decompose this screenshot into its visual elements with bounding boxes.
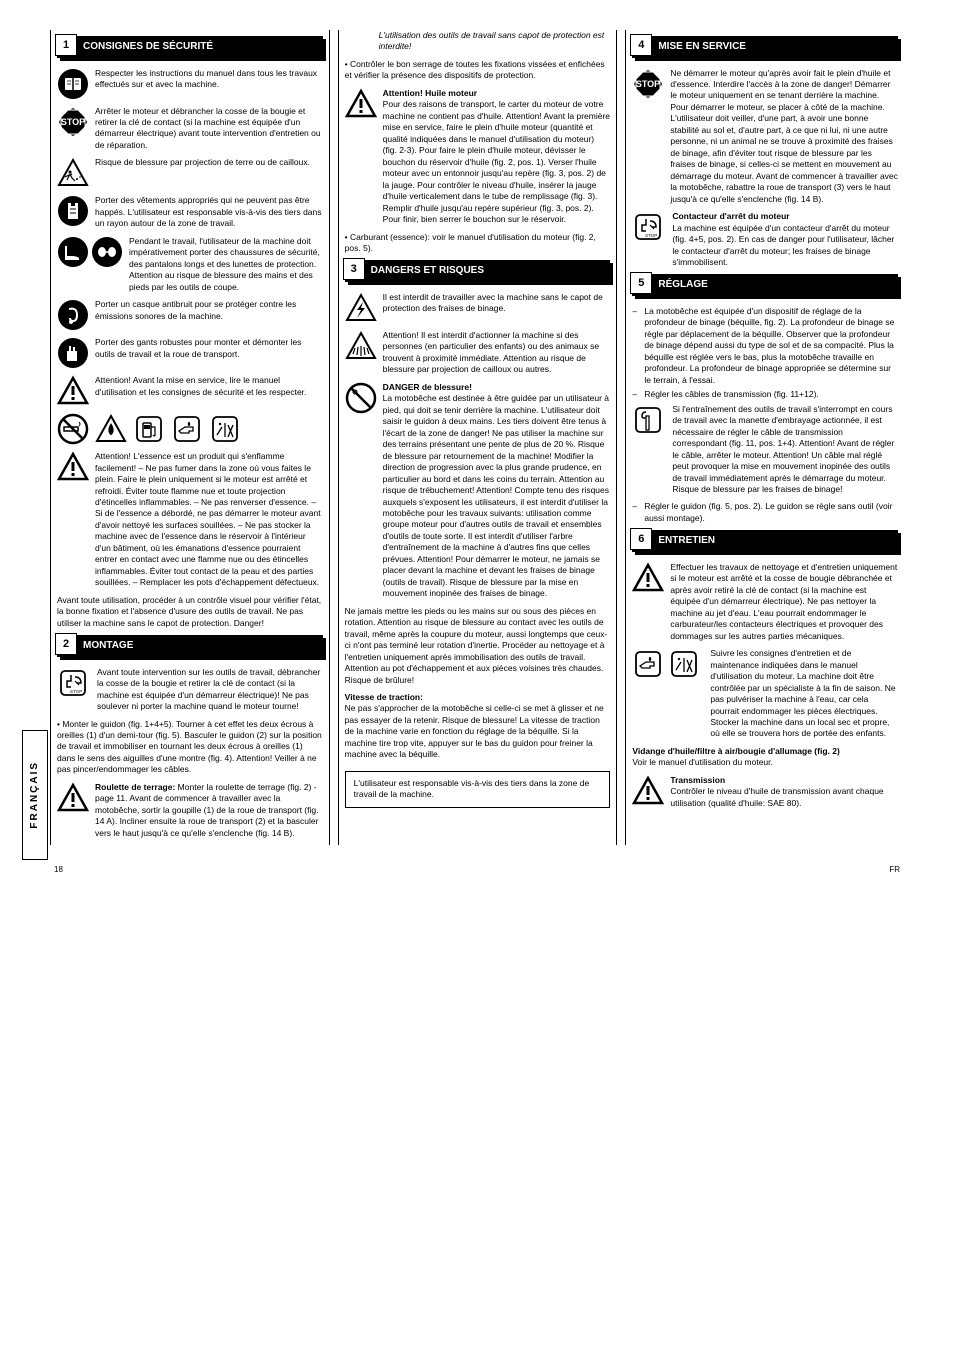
text: Pendant le travail, l'utilisateur de la … [129, 236, 323, 293]
text: Il est interdit de travailler avec la ma… [383, 292, 611, 315]
glasses-icon [91, 236, 123, 268]
text: Vidange d'huile/filtre à air/bougie d'al… [632, 746, 898, 769]
wrench-icon [632, 404, 666, 438]
section-2-header: MONTAGE 2 [57, 635, 323, 657]
text: Porter des vêtements appropriés qui ne p… [95, 195, 323, 229]
text: Attention! L'essence est un produit qui … [95, 451, 323, 589]
text: Suivre les consignes d'entretien et de m… [710, 648, 898, 740]
section-1-header: CONSIGNES DE SÉCURITÉ 1 [57, 36, 323, 58]
column-2: L'utilisation des outils de travail sans… [338, 30, 618, 845]
text: • Monter le guidon (fig. 1+4+5). Tourner… [57, 719, 323, 776]
fuel-icon [133, 413, 167, 447]
fire-hazard-icon [95, 413, 129, 447]
warning-icon [345, 88, 377, 120]
stop-icon [632, 68, 664, 100]
text: • Carburant (essence): voir le manuel d'… [345, 232, 611, 255]
text: TransmissionContrôler le niveau d'huile … [670, 775, 898, 809]
stop-icon [57, 106, 89, 138]
text: Respecter les instructions du manuel dan… [95, 68, 323, 91]
text: • Contrôler le bon serrage de toutes les… [345, 59, 611, 82]
text: Attention! Huile moteurPour des raisons … [383, 88, 611, 226]
text: Avant toute utilisation, procéder à un c… [57, 595, 323, 629]
text: Attention! Avant la mise en service, lir… [95, 375, 323, 398]
boots-icon [57, 236, 89, 268]
text: DANGER de blessure!La motobêche est dest… [383, 382, 611, 600]
text: Ne jamais mettre les pieds ou les mains … [345, 606, 611, 686]
oil-icon [171, 413, 205, 447]
text: Si l'entraînement des outils de travail … [672, 404, 898, 496]
column-3: MISE EN SERVICE 4 Ne démarrer le moteur … [625, 30, 904, 845]
spark-stop-icon [57, 667, 91, 701]
text: Roulette de terrage: Monter la roulette … [95, 782, 323, 839]
column-1: CONSIGNES DE SÉCURITÉ 1 Respecter les in… [50, 30, 330, 845]
text: Risque de blessure par projection de ter… [95, 157, 323, 168]
oil-icon [632, 648, 666, 682]
text: Arrêter le moteur et débrancher la cosse… [95, 106, 323, 152]
section-5-header: RÉGLAGE 5 [632, 274, 898, 296]
text: Porter des gants robustes pour monter et… [95, 337, 323, 360]
responsibility-box: L'utilisateur est responsable vis-à-vis … [345, 771, 611, 808]
choke-icon [668, 648, 702, 682]
falling-debris-icon [57, 157, 89, 189]
section-4-header: MISE EN SERVICE 4 [632, 36, 898, 58]
no-smoking-icon [57, 413, 91, 447]
text: Contacteur d'arrêt du moteurLa machine e… [672, 211, 898, 268]
text: Vitesse de traction:Ne pas s'approcher d… [345, 692, 611, 761]
choke-icon [209, 413, 243, 447]
section-3-header: DANGERS ET RISQUES 3 [345, 260, 611, 282]
manual-icon [57, 68, 89, 100]
text: Attention! Il est interdit d'actionner l… [383, 330, 611, 376]
warning-icon [632, 775, 664, 807]
electric-hazard-icon [345, 292, 377, 324]
language-tab: FRANÇAIS [22, 730, 48, 860]
text: Ne démarrer le moteur qu'après avoir fai… [670, 68, 898, 206]
no-tool-icon [345, 382, 377, 414]
list-item: –La motobêche est équipée d'un dispositi… [632, 306, 898, 386]
spark-stop-icon [632, 211, 666, 245]
list-item: –Régler le guidon (fig. 5, pos. 2). Le g… [632, 501, 898, 524]
warning-icon [57, 375, 89, 407]
ear-protection-icon [57, 299, 89, 331]
vest-icon [57, 195, 89, 227]
warning-icon [57, 451, 89, 483]
list-item: –Régler les câbles de transmission (fig.… [632, 389, 898, 400]
page-footer: 18 FR [50, 865, 904, 876]
gloves-icon [57, 337, 89, 369]
text: Avant toute intervention sur les outils … [97, 667, 323, 713]
text: L'utilisation des outils de travail sans… [345, 30, 611, 53]
fuel-icons-row [57, 413, 323, 447]
warning-icon [57, 782, 89, 814]
text: Effectuer les travaux de nettoyage et d'… [670, 562, 898, 642]
warning-icon [632, 562, 664, 594]
text: Porter un casque antibruit pour se proté… [95, 299, 323, 322]
projection-hazard-icon [345, 330, 377, 362]
section-6-header: ENTRETIEN 6 [632, 530, 898, 552]
